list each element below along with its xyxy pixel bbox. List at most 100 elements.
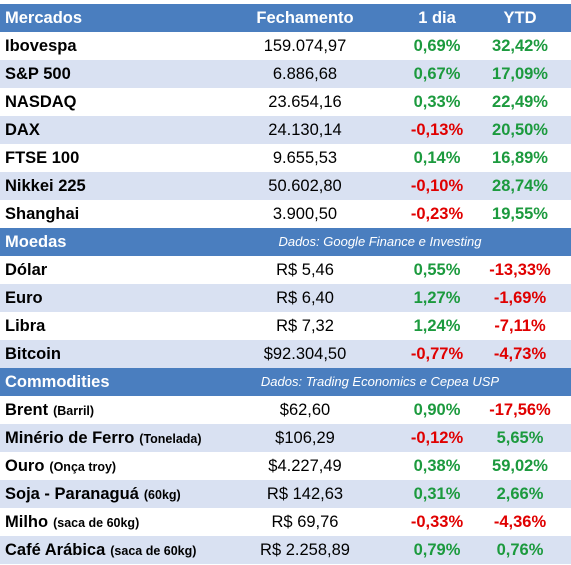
table-row: Ibovespa 159.074,97 0,69% 32,42% [0,32,571,60]
row-name-text: Brent [5,401,49,419]
section-title-mercados: Mercados [5,9,83,27]
row-day-change: 1,24% [413,317,461,335]
row-day-change: 0,31% [413,485,461,503]
table-row: Bitcoin $92.304,50 -0,77% -4,73% [0,340,571,368]
row-ytd-change: -13,33% [489,261,551,279]
row-unit: (saca de 60kg) [110,544,197,558]
row-day-change: 1,27% [413,289,461,307]
row-name: NASDAQ [5,93,77,111]
row-close: 50.602,80 [268,177,342,195]
table-row: Milho (saca de 60kg) R$ 69,76 -0,33% -4,3… [0,508,571,536]
row-name: Dólar [5,261,48,279]
row-name: S&P 500 [5,65,71,83]
row-ytd-change: -4,36% [493,513,547,531]
row-ytd-change: 59,02% [492,457,548,475]
row-name-text: Minério de Ferro [5,429,135,447]
row-name: Nikkei 225 [5,177,86,195]
row-close: $92.304,50 [263,345,347,363]
row-ytd-change: 17,09% [492,65,548,83]
row-close: R$ 142,63 [266,485,344,503]
row-day-change: 0,67% [413,65,461,83]
row-day-change: -0,23% [410,205,464,223]
column-header-fechamento: Fechamento [256,9,354,27]
row-ytd-change: -17,56% [489,401,551,419]
row-day-change: 0,33% [413,93,461,111]
table-row: Café Arábica (saca de 60kg) R$ 2.258,89 0… [0,536,571,564]
row-ytd-change: 0,76% [496,541,544,559]
row-name-text: Café Arábica [5,541,106,559]
row-ytd-change: 16,89% [492,149,548,167]
row-day-change: -0,77% [410,345,464,363]
row-close: R$ 7,32 [276,317,334,335]
row-ytd-change: 20,50% [492,121,548,139]
row-name: Milho (saca de 60kg) [5,508,139,536]
row-day-change: -0,13% [410,121,464,139]
row-ytd-change: 28,74% [492,177,548,195]
row-close: 23.654,16 [268,93,342,111]
section-header-moedas: Moedas Dados: Google Finance e Investing [0,228,571,256]
row-name: Euro [5,289,43,307]
row-close: R$ 2.258,89 [260,541,350,559]
section-header-commodities: Commodities Dados: Trading Economics e C… [0,368,571,396]
row-name: FTSE 100 [5,149,80,167]
row-close: 9.655,53 [272,149,338,167]
table-row: Euro R$ 6,40 1,27% -1,69% [0,284,571,312]
table-row: Brent (Barril) $62,60 0,90% -17,56% [0,396,571,424]
row-ytd-change: -1,69% [493,289,547,307]
row-close: 159.074,97 [263,37,347,55]
row-ytd-change: 2,66% [496,485,544,503]
row-close: R$ 5,46 [276,261,334,279]
row-name: Ibovespa [5,37,77,55]
row-name: Soja - Paranaguá (60kg) [5,480,181,508]
table-header-row: Mercados Fechamento 1 dia YTD [0,4,571,32]
row-unit: (60kg) [143,488,181,502]
row-name: Shanghai [5,205,80,223]
row-close: R$ 6,40 [276,289,334,307]
row-name: Brent (Barril) [5,396,94,424]
row-ytd-change: -7,11% [494,317,546,335]
row-name-text: Milho [5,513,49,531]
table-row: Soja - Paranaguá (60kg) R$ 142,63 0,31% 2… [0,480,571,508]
row-day-change: -0,10% [410,177,464,195]
row-ytd-change: 22,49% [492,93,548,111]
table-row: S&P 500 6.886,68 0,67% 17,09% [0,60,571,88]
row-day-change: 0,90% [413,401,461,419]
section-title-commodities: Commodities [5,373,110,391]
source-note-commodities: Dados: Trading Economics e Cepea USP [260,374,500,389]
row-day-change: 0,69% [413,37,461,55]
table-row: Nikkei 225 50.602,80 -0,10% 28,74% [0,172,571,200]
row-close: R$ 69,76 [271,513,339,531]
row-name-text: Ouro [5,457,45,475]
row-day-change: 0,38% [413,457,461,475]
row-day-change: 0,14% [413,149,461,167]
row-ytd-change: 19,55% [492,205,548,223]
row-unit: (Barril) [53,404,95,418]
source-note-moedas: Dados: Google Finance e Investing [278,234,482,249]
table-row: DAX 24.130,14 -0,13% 20,50% [0,116,571,144]
row-day-change: -0,33% [410,513,464,531]
row-ytd-change: -4,73% [493,345,547,363]
table-row: Shanghai 3.900,50 -0,23% 19,55% [0,200,571,228]
row-name: Bitcoin [5,345,61,363]
row-name-text: Soja - Paranaguá [5,485,139,503]
row-name: Libra [5,317,46,335]
table-row: FTSE 100 9.655,53 0,14% 16,89% [0,144,571,172]
table-row: NASDAQ 23.654,16 0,33% 22,49% [0,88,571,116]
row-name: Ouro (Onça troy) [5,452,116,480]
row-close: $4.227,49 [268,457,342,475]
row-close: $106,29 [275,429,335,447]
row-day-change: -0,12% [410,429,464,447]
row-name: Minério de Ferro (Tonelada) [5,424,202,452]
row-close: 6.886,68 [272,65,338,83]
row-close: 3.900,50 [272,205,338,223]
table-row: Minério de Ferro (Tonelada) $106,29 -0,12… [0,424,571,452]
row-day-change: 0,79% [413,541,461,559]
column-header-1-dia: 1 dia [418,9,456,27]
row-day-change: 0,55% [413,261,461,279]
row-close: $62,60 [279,401,331,419]
row-name: DAX [5,121,40,139]
table-row: Libra R$ 7,32 1,24% -7,11% [0,312,571,340]
row-unit: (Tonelada) [139,432,202,446]
row-close: 24.130,14 [268,121,342,139]
